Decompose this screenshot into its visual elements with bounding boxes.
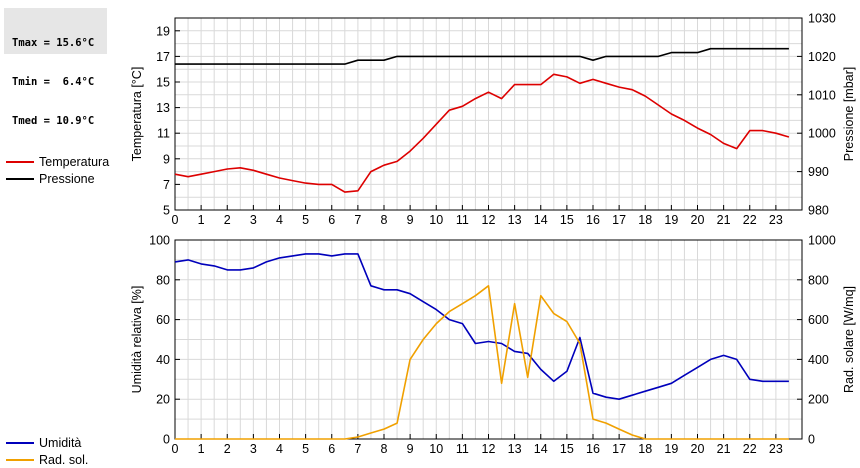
bottom-x-tick-label: 5 bbox=[302, 442, 309, 456]
bottom-y-tick-label: 100 bbox=[149, 234, 170, 248]
bottom-y-tick-label: 80 bbox=[156, 273, 170, 287]
top-y-tick-label: 15 bbox=[156, 76, 170, 90]
top-y2-tick-label: 1020 bbox=[808, 50, 836, 64]
bottom-y2-tick-label: 800 bbox=[808, 273, 829, 287]
bottom-x-tick-label: 12 bbox=[482, 442, 496, 456]
bottom-x-tick-label: 6 bbox=[328, 442, 335, 456]
top-x-tick-label: 7 bbox=[354, 213, 361, 227]
bottom-y-tick-label: 60 bbox=[156, 313, 170, 327]
top-series-0-line bbox=[174, 73, 790, 193]
bottom-y2-tick-label: 600 bbox=[808, 313, 829, 327]
bottom-x-tick-label: 22 bbox=[743, 442, 757, 456]
bottom-x-tick-label: 18 bbox=[638, 442, 652, 456]
bottom-series-1-line bbox=[175, 284, 789, 440]
bottom-x-tick-label: 17 bbox=[612, 442, 626, 456]
top-y-tick-label: 13 bbox=[156, 101, 170, 115]
top-x-tick-label: 12 bbox=[482, 213, 496, 227]
legend-swatch-pressione bbox=[6, 177, 34, 180]
top-x-tick-label: 19 bbox=[664, 213, 678, 227]
top-x-tick-label: 10 bbox=[429, 213, 443, 227]
bottom-y2-tick-label: 200 bbox=[808, 393, 829, 407]
bottom-x-tick-label: 15 bbox=[560, 442, 574, 456]
top-x-tick-label: 16 bbox=[586, 213, 600, 227]
bottom-x-tick-label: 8 bbox=[381, 442, 388, 456]
top-x-tick-label: 20 bbox=[691, 213, 705, 227]
top-x-tick-label: 17 bbox=[612, 213, 626, 227]
bottom-x-tick-label: 1 bbox=[198, 442, 205, 456]
top-y-tick-label: 9 bbox=[163, 152, 170, 166]
top-y2label: Pressione [mbar] bbox=[842, 67, 856, 161]
top-x-tick-label: 11 bbox=[456, 213, 469, 227]
bottom-y-tick-label: 0 bbox=[163, 433, 170, 447]
bottom-y2label: Rad. solare [W/mq] bbox=[842, 286, 856, 393]
bottom-x-tick-label: 10 bbox=[429, 442, 443, 456]
top-ylabel: Temperatura [°C] bbox=[130, 67, 144, 162]
bottom-x-tick-label: 7 bbox=[354, 442, 361, 456]
top-y-tick-label: 5 bbox=[163, 204, 170, 218]
top-x-tick-label: 8 bbox=[381, 213, 388, 227]
bottom-y2-tick-label: 0 bbox=[808, 433, 815, 447]
top-x-tick-label: 21 bbox=[717, 213, 731, 227]
bottom-series-0-line bbox=[174, 253, 789, 401]
bottom-x-tick-label: 11 bbox=[456, 442, 469, 456]
top-x-tick-label: 1 bbox=[198, 213, 205, 227]
legend-item-pressione: Pressione bbox=[6, 170, 109, 187]
legend-item-umidita: Umidità bbox=[6, 434, 88, 451]
bottom-y2-tick-label: 1000 bbox=[808, 234, 836, 248]
bottom-y2-tick-label: 400 bbox=[808, 353, 829, 367]
top-y-tick-label: 7 bbox=[163, 178, 170, 192]
stat-tmin: Tmin = 6.4°C bbox=[12, 76, 95, 88]
stat-tmax: Tmax = 15.6°C bbox=[12, 37, 95, 49]
top-y2-tick-label: 1030 bbox=[808, 12, 836, 26]
top-x-tick-label: 13 bbox=[508, 213, 522, 227]
top-x-tick-label: 6 bbox=[328, 213, 335, 227]
legend-swatch-umidita bbox=[6, 441, 34, 444]
legend-label-umidita: Umidità bbox=[39, 435, 82, 450]
top-x-tick-label: 4 bbox=[276, 213, 283, 227]
bottom-x-tick-label: 23 bbox=[769, 442, 783, 456]
bottom-x-tick-label: 19 bbox=[664, 442, 678, 456]
bottom-x-tick-label: 21 bbox=[717, 442, 731, 456]
legend-label-temperatura: Temperatura bbox=[39, 154, 110, 169]
top-x-tick-label: 23 bbox=[769, 213, 783, 227]
top-x-tick-label: 22 bbox=[743, 213, 757, 227]
bottom-x-tick-label: 3 bbox=[250, 442, 257, 456]
top-series-1-line bbox=[175, 47, 789, 65]
bottom-x-tick-label: 20 bbox=[691, 442, 705, 456]
bottom-y-tick-label: 20 bbox=[156, 393, 170, 407]
bottom-y-tick-label: 40 bbox=[156, 353, 170, 367]
top-x-tick-label: 14 bbox=[534, 213, 548, 227]
top-x-tick-label: 2 bbox=[224, 213, 231, 227]
top-x-tick-label: 5 bbox=[302, 213, 309, 227]
top-y2-tick-label: 1010 bbox=[808, 88, 836, 102]
legend-label-pressione: Pressione bbox=[39, 171, 95, 186]
bottom-x-tick-label: 2 bbox=[224, 442, 231, 456]
top-y-tick-label: 17 bbox=[156, 50, 170, 64]
top-x-tick-label: 15 bbox=[560, 213, 574, 227]
top-y-tick-label: 11 bbox=[157, 127, 170, 141]
top-y2-tick-label: 1000 bbox=[808, 127, 836, 141]
top-y2-tick-label: 980 bbox=[808, 204, 829, 218]
top-y-tick-label: 19 bbox=[156, 24, 170, 38]
top-y2-tick-label: 990 bbox=[808, 165, 829, 179]
bottom-x-tick-label: 14 bbox=[534, 442, 548, 456]
stat-tmed: Tmed = 10.9°C bbox=[12, 115, 95, 127]
top-x-tick-label: 18 bbox=[638, 213, 652, 227]
bottom-x-tick-label: 4 bbox=[276, 442, 283, 456]
bottom-x-tick-label: 0 bbox=[172, 442, 179, 456]
bottom-x-tick-label: 13 bbox=[508, 442, 522, 456]
bottom-x-tick-label: 9 bbox=[407, 442, 414, 456]
top-x-tick-label: 9 bbox=[407, 213, 414, 227]
legend-top: Temperatura Pressione bbox=[6, 153, 109, 187]
top-x-tick-label: 3 bbox=[250, 213, 257, 227]
top-x-tick-label: 0 bbox=[172, 213, 179, 227]
legend-swatch-temperatura bbox=[6, 160, 34, 163]
stats-box: Tmax = 15.6°C Tmin = 6.4°C Tmed = 10.9°C bbox=[4, 8, 107, 127]
bottom-x-tick-label: 16 bbox=[586, 442, 600, 456]
legend-item-temperatura: Temperatura bbox=[6, 153, 109, 170]
bottom-ylabel: Umidità relativa [%] bbox=[130, 286, 144, 394]
